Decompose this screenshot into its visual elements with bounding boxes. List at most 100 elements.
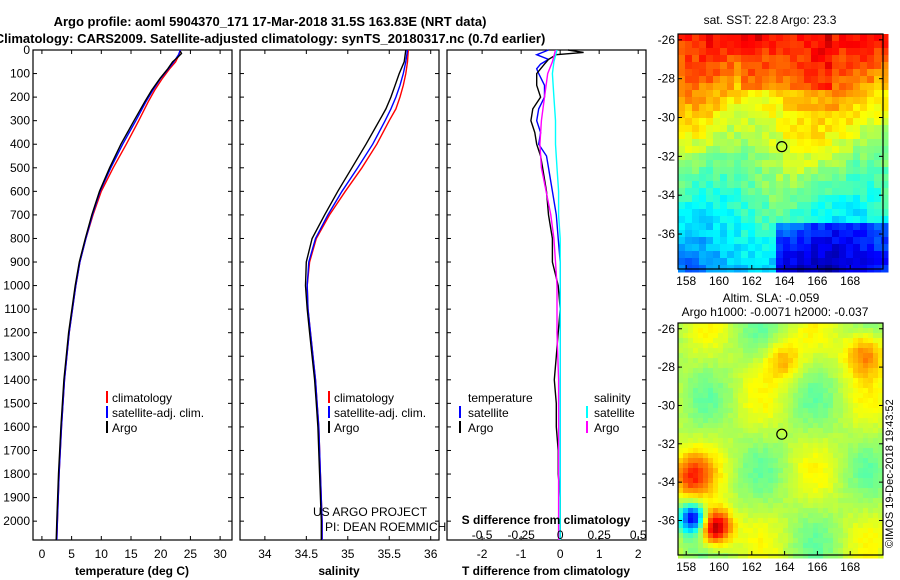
map-cell	[688, 353, 694, 359]
map-cell	[734, 62, 742, 70]
map-cell	[878, 483, 884, 489]
map-cell	[848, 348, 854, 354]
map-cell	[803, 483, 809, 489]
map-cell	[843, 438, 849, 444]
map-cell	[783, 533, 789, 539]
map-cell	[813, 468, 819, 474]
map-cell	[843, 338, 849, 344]
map-cell	[811, 69, 819, 77]
map-cell	[741, 34, 749, 42]
map-cell	[881, 132, 889, 140]
map-cell	[713, 188, 721, 196]
map-cell	[678, 353, 684, 359]
map-cell	[692, 125, 700, 133]
map-cell	[853, 237, 861, 245]
map-cell	[762, 174, 770, 182]
map-cell	[755, 167, 763, 175]
map-cell	[874, 216, 882, 224]
map-cell	[685, 48, 693, 56]
sla-map: 158 160 162 164 166 168-26-28-30-32-34-36	[658, 322, 884, 574]
map-cell	[683, 343, 689, 349]
map-cell	[734, 251, 742, 259]
map-cell	[713, 453, 719, 459]
map-cell	[874, 41, 882, 49]
map-cell	[738, 448, 744, 454]
map-cell	[768, 413, 774, 419]
map-cell	[703, 338, 709, 344]
map-cell	[688, 493, 694, 499]
map-cell	[873, 548, 879, 554]
map-cell	[734, 258, 742, 266]
map-cell	[718, 403, 724, 409]
map-cell	[860, 139, 868, 147]
map-cell	[803, 443, 809, 449]
map-cell	[797, 202, 805, 210]
map-cell	[769, 104, 777, 112]
map-cell	[753, 508, 759, 514]
map-cell	[723, 533, 729, 539]
map-cell	[683, 408, 689, 414]
map-cell	[734, 216, 742, 224]
map-cell	[773, 498, 779, 504]
map-cell	[798, 348, 804, 354]
map-cell	[881, 230, 889, 238]
map-cell	[881, 223, 889, 231]
lat-tick-label: -28	[658, 360, 676, 374]
map-cell	[708, 448, 714, 454]
climatology-line	[306, 49, 409, 540]
map-cell	[720, 139, 728, 147]
map-cell	[734, 230, 742, 238]
map-cell	[808, 518, 814, 524]
map-cell	[708, 498, 714, 504]
map-cell	[833, 413, 839, 419]
map-cell	[692, 41, 700, 49]
map-cell	[797, 230, 805, 238]
map-cell	[753, 453, 759, 459]
map-cell	[848, 463, 854, 469]
map-cell	[790, 97, 798, 105]
map-cell	[698, 438, 704, 444]
map-cell	[803, 423, 809, 429]
map-cell	[873, 358, 879, 364]
map-cell	[823, 353, 829, 359]
map-cell	[853, 76, 861, 84]
map-cell	[788, 513, 794, 519]
map-cell	[678, 553, 684, 559]
map-cell	[678, 132, 686, 140]
map-cell	[748, 139, 756, 147]
map-cell	[867, 104, 875, 112]
map-cell	[823, 413, 829, 419]
map-cell	[853, 463, 859, 469]
map-cell	[846, 90, 854, 98]
map-cell	[708, 493, 714, 499]
map-cell	[758, 483, 764, 489]
map-cell	[678, 473, 684, 479]
map-cell	[804, 34, 812, 42]
map-cell	[804, 230, 812, 238]
map-cell	[813, 518, 819, 524]
map-cell	[718, 398, 724, 404]
x-tick-label: -1	[516, 547, 527, 561]
map-cell	[793, 493, 799, 499]
map-cell	[813, 523, 819, 529]
map-cell	[698, 463, 704, 469]
map-cell	[743, 343, 749, 349]
map-cell	[811, 41, 819, 49]
map-cell	[768, 383, 774, 389]
map-cell	[718, 523, 724, 529]
map-cell	[678, 338, 684, 344]
map-cell	[678, 244, 686, 252]
map-cell	[699, 62, 707, 70]
map-cell	[881, 216, 889, 224]
map-cell	[848, 338, 854, 344]
map-cell	[718, 448, 724, 454]
map-cell	[818, 478, 824, 484]
map-cell	[741, 209, 749, 217]
map-cell	[790, 34, 798, 42]
map-cell	[808, 498, 814, 504]
map-cell	[808, 523, 814, 529]
map-cell	[878, 353, 884, 359]
map-cell	[813, 338, 819, 344]
map-cell	[688, 473, 694, 479]
map-cell	[813, 358, 819, 364]
